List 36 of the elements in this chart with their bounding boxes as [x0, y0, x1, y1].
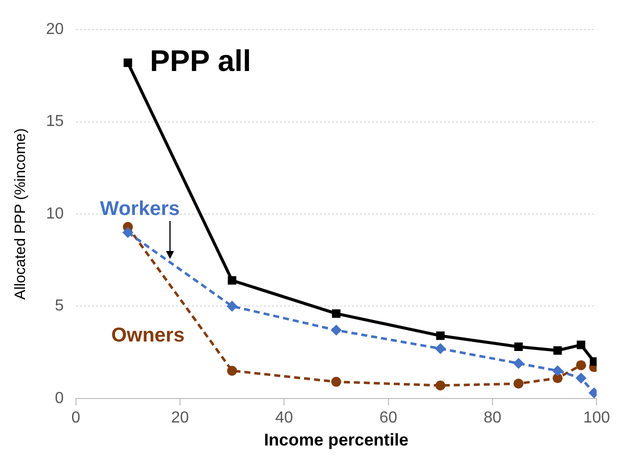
point: [576, 372, 587, 384]
y-tick-label: 0: [54, 390, 64, 407]
point: [434, 343, 446, 354]
y-tick-label: 20: [46, 21, 64, 38]
point: [553, 346, 562, 355]
x-tick-label: 0: [71, 409, 80, 426]
point: [552, 365, 564, 376]
point: [227, 366, 238, 376]
point: [576, 360, 586, 370]
y-axis-title: Allocated PPP (%income): [12, 128, 30, 300]
point: [124, 58, 132, 68]
point: [122, 226, 134, 238]
x-axis-title: Income percentile: [264, 430, 409, 450]
x-tick-label: 100: [583, 409, 610, 426]
series-label: Owners: [111, 324, 185, 346]
x-tick-label: 80: [484, 409, 502, 426]
point: [330, 324, 342, 336]
point: [590, 357, 597, 366]
series-label: Workers: [100, 198, 180, 220]
x-tick-label: 40: [275, 409, 294, 426]
point: [513, 358, 524, 369]
point: [576, 340, 586, 350]
point: [228, 276, 236, 285]
point: [514, 342, 523, 352]
x-tick-label: 60: [379, 409, 398, 426]
x-tick-label: 20: [171, 409, 189, 426]
point: [436, 331, 445, 340]
y-tick-label: 15: [46, 113, 64, 130]
point: [514, 378, 524, 389]
y-tick-label: 5: [54, 298, 64, 315]
series-label: PPP all: [150, 45, 252, 78]
y-tick-label: 10: [46, 205, 64, 222]
point: [331, 376, 342, 387]
point: [226, 300, 238, 312]
point: [332, 309, 340, 318]
point: [435, 380, 446, 390]
